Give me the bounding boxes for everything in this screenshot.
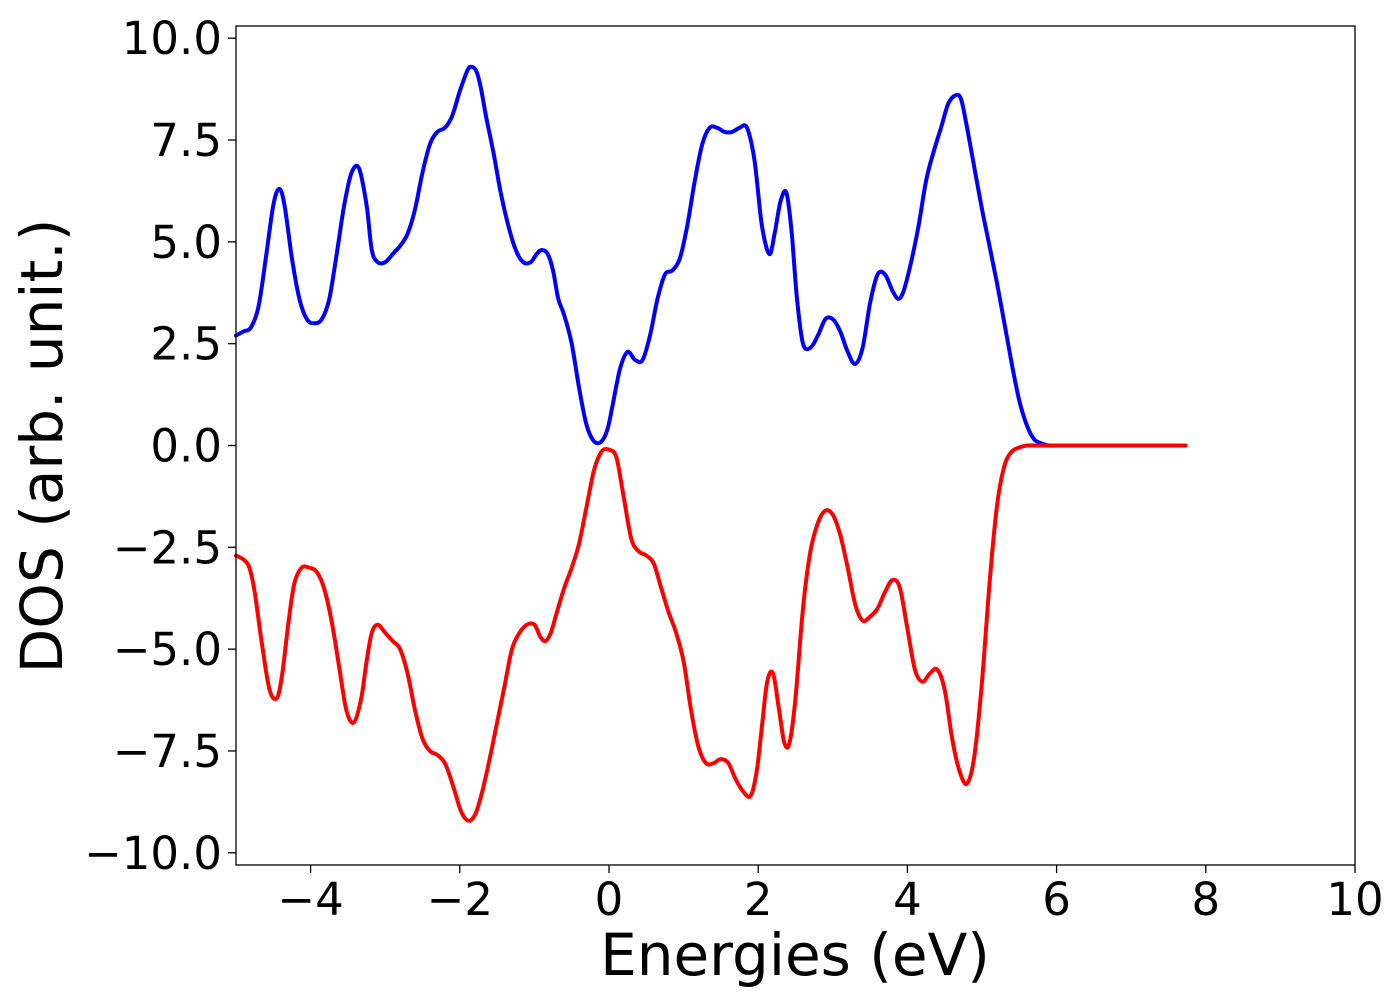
- x-tick-label: 10: [1326, 873, 1383, 926]
- y-tick-label: −10.0: [84, 827, 222, 880]
- series-line-2: [234, 443, 1188, 823]
- y-ticks: −10.0 −7.5 −5.0 −2.5 0.0 2.5 5.0 7.5 10.0: [84, 12, 236, 880]
- y-tick-label: 7.5: [150, 114, 222, 167]
- x-tick-label: 0: [595, 873, 624, 926]
- x-tick-label: 6: [1042, 873, 1071, 926]
- series-line-1: [234, 64, 1081, 448]
- y-tick-label: 5.0: [150, 216, 222, 269]
- x-axis-title: Energies (eV): [600, 921, 990, 989]
- x-tick-label: 4: [893, 873, 922, 926]
- y-tick-label: −2.5: [113, 521, 222, 574]
- y-tick-label: −5.0: [113, 623, 222, 676]
- series-layer: [234, 64, 1188, 823]
- x-ticks: −4 −2 0 2 4 6 8 10: [277, 865, 1384, 926]
- x-tick-label: 2: [744, 873, 773, 926]
- y-tick-label: 10.0: [122, 12, 222, 65]
- y-tick-label: −7.5: [113, 725, 222, 778]
- y-tick-label: 0.0: [150, 420, 222, 473]
- x-tick-label: 8: [1191, 873, 1220, 926]
- x-tick-label: −2: [427, 873, 493, 926]
- y-tick-label: 2.5: [150, 318, 222, 371]
- x-tick-label: −4: [277, 873, 343, 926]
- y-axis-title: DOS (arb. unit.): [8, 219, 76, 674]
